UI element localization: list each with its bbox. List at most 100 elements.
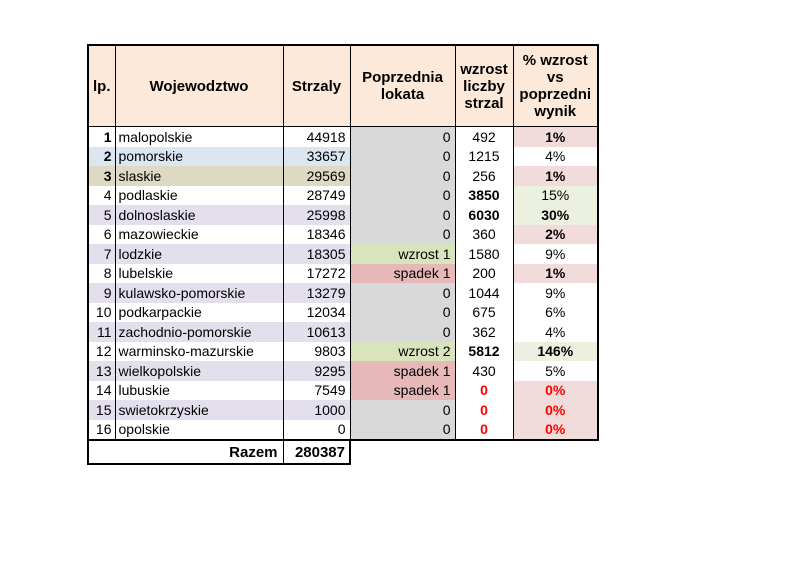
cell-procent-wzrost: 15% xyxy=(512,185,599,205)
cell-strzaly: 13279 xyxy=(282,283,351,303)
table-row: 9 kulawsko-pomorskie 13279 0 1044 9% xyxy=(87,283,599,303)
cell-wojewodztwo: warminsko-mazurskie xyxy=(114,341,284,361)
cell-strzaly: 25998 xyxy=(282,205,351,225)
cell-procent-wzrost: 1% xyxy=(512,263,599,283)
cell-wojewodztwo: slaskie xyxy=(114,166,284,186)
cell-poprzednia-lokata: spadek 1 xyxy=(349,263,456,283)
cell-strzaly: 10613 xyxy=(282,322,351,342)
cell-strzaly: 1000 xyxy=(282,400,351,420)
cell-poprzednia-lokata: 0 xyxy=(349,419,456,441)
header-row: lp. Wojewodztwo Strzaly Poprzednia lokat… xyxy=(87,44,599,127)
cell-poprzednia-lokata: 0 xyxy=(349,302,456,322)
cell-lp: 7 xyxy=(87,244,116,264)
cell-procent-wzrost: 2% xyxy=(512,224,599,244)
cell-procent-wzrost: 4% xyxy=(512,146,599,166)
results-table: lp. Wojewodztwo Strzaly Poprzednia lokat… xyxy=(87,44,599,465)
table-row: 15 swietokrzyskie 1000 0 0 0% xyxy=(87,400,599,420)
table-row: 1 malopolskie 44918 0 492 1% xyxy=(87,126,599,147)
total-value: 280387 xyxy=(282,439,351,465)
cell-poprzednia-lokata: 0 xyxy=(349,224,456,244)
table-row: 8 lubelskie 17272 spadek 1 200 1% xyxy=(87,263,599,283)
cell-poprzednia-lokata: 0 xyxy=(349,166,456,186)
cell-poprzednia-lokata: 0 xyxy=(349,126,456,147)
cell-strzaly: 33657 xyxy=(282,146,351,166)
cell-lp: 14 xyxy=(87,380,116,400)
cell-poprzednia-lokata: 0 xyxy=(349,400,456,420)
cell-wojewodztwo: podlaskie xyxy=(114,185,284,205)
cell-wzrost-liczby-strzal: 675 xyxy=(454,302,514,322)
table-row: 11 zachodnio-pomorskie 10613 0 362 4% xyxy=(87,322,599,342)
table-row: 12 warminsko-mazurskie 9803 wzrost 2 5812 146… xyxy=(87,341,599,361)
cell-procent-wzrost: 9% xyxy=(512,244,599,264)
cell-lp: 5 xyxy=(87,205,116,225)
cell-wzrost-liczby-strzal: 0 xyxy=(454,419,514,441)
cell-wojewodztwo: lubuskie xyxy=(114,380,284,400)
cell-procent-wzrost: 146% xyxy=(512,341,599,361)
cell-wojewodztwo: zachodnio-pomorskie xyxy=(114,322,284,342)
cell-procent-wzrost: 5% xyxy=(512,361,599,381)
total-row-empty-area xyxy=(350,440,598,464)
cell-wojewodztwo: kulawsko-pomorskie xyxy=(114,283,284,303)
column-header-strzaly: Strzaly xyxy=(282,44,351,127)
cell-lp: 4 xyxy=(87,185,116,205)
cell-lp: 10 xyxy=(87,302,116,322)
cell-strzaly: 12034 xyxy=(282,302,351,322)
cell-poprzednia-lokata: spadek 1 xyxy=(349,361,456,381)
cell-lp: 9 xyxy=(87,283,116,303)
total-label: Razem xyxy=(87,439,284,465)
cell-procent-wzrost: 9% xyxy=(512,283,599,303)
cell-poprzednia-lokata: 0 xyxy=(349,185,456,205)
cell-lp: 15 xyxy=(87,400,116,420)
cell-wojewodztwo: dolnoslaskie xyxy=(114,205,284,225)
cell-wojewodztwo: swietokrzyskie xyxy=(114,400,284,420)
cell-poprzednia-lokata: wzrost 1 xyxy=(349,244,456,264)
cell-lp: 13 xyxy=(87,361,116,381)
cell-wzrost-liczby-strzal: 492 xyxy=(454,126,514,147)
cell-poprzednia-lokata: spadek 1 xyxy=(349,380,456,400)
table-row: 2 pomorskie 33657 0 1215 4% xyxy=(87,146,599,166)
cell-wzrost-liczby-strzal: 1580 xyxy=(454,244,514,264)
cell-wzrost-liczby-strzal: 0 xyxy=(454,380,514,400)
table-body: 1 malopolskie 44918 0 492 1% 2 pomorskie 33657 0 1… xyxy=(87,126,599,441)
table-row: 3 slaskie 29569 0 256 1% xyxy=(87,166,599,186)
cell-wzrost-liczby-strzal: 362 xyxy=(454,322,514,342)
cell-lp: 6 xyxy=(87,224,116,244)
cell-wzrost-liczby-strzal: 0 xyxy=(454,400,514,420)
cell-strzaly: 7549 xyxy=(282,380,351,400)
table-row: 14 lubuskie 7549 spadek 1 0 0% xyxy=(87,380,599,400)
cell-wzrost-liczby-strzal: 5812 xyxy=(454,341,514,361)
cell-strzaly: 9295 xyxy=(282,361,351,381)
cell-wzrost-liczby-strzal: 360 xyxy=(454,224,514,244)
table-row: 7 lodzkie 18305 wzrost 1 1580 9% xyxy=(87,244,599,264)
cell-lp: 11 xyxy=(87,322,116,342)
table-header: lp. Wojewodztwo Strzaly Poprzednia lokat… xyxy=(87,44,599,127)
cell-strzaly: 44918 xyxy=(282,126,351,147)
cell-lp: 12 xyxy=(87,341,116,361)
cell-strzaly: 29569 xyxy=(282,166,351,186)
cell-procent-wzrost: 6% xyxy=(512,302,599,322)
cell-lp: 8 xyxy=(87,263,116,283)
cell-procent-wzrost: 1% xyxy=(512,126,599,147)
cell-wojewodztwo: wielkopolskie xyxy=(114,361,284,381)
cell-wojewodztwo: lubelskie xyxy=(114,263,284,283)
cell-procent-wzrost: 4% xyxy=(512,322,599,342)
cell-strzaly: 18346 xyxy=(282,224,351,244)
cell-procent-wzrost: 1% xyxy=(512,166,599,186)
cell-poprzednia-lokata: 0 xyxy=(349,322,456,342)
cell-wojewodztwo: pomorskie xyxy=(114,146,284,166)
cell-wzrost-liczby-strzal: 6030 xyxy=(454,205,514,225)
cell-procent-wzrost: 0% xyxy=(512,400,599,420)
cell-procent-wzrost: 30% xyxy=(512,205,599,225)
cell-poprzednia-lokata: wzrost 2 xyxy=(349,341,456,361)
cell-wojewodztwo: opolskie xyxy=(114,419,284,440)
table-row: 4 podlaskie 28749 0 3850 15% xyxy=(87,185,599,205)
column-header-procent-wzrost: % wzrost vs poprzedni wynik xyxy=(512,44,599,127)
column-header-wzrost-liczby-strzal: wzrost liczby strzal xyxy=(454,44,514,127)
cell-lp: 1 xyxy=(87,126,116,147)
cell-procent-wzrost: 0% xyxy=(512,419,599,441)
table-row: 16 opolskie 0 0 0 0% xyxy=(87,419,599,441)
cell-poprzednia-lokata: 0 xyxy=(349,146,456,166)
table-footer: Razem 280387 xyxy=(87,439,598,465)
cell-lp: 2 xyxy=(87,146,116,166)
cell-wojewodztwo: mazowieckie xyxy=(114,224,284,244)
